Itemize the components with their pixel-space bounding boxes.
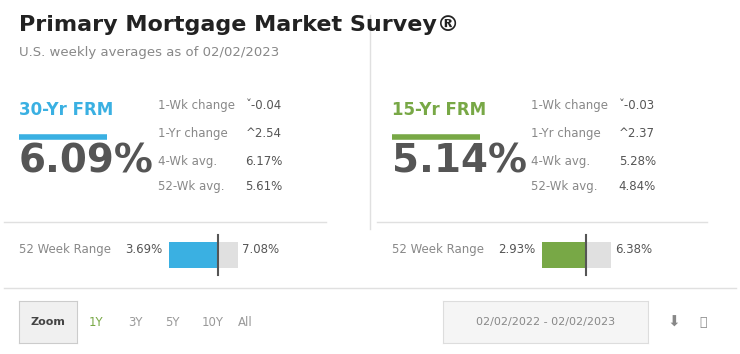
Text: 6.17%: 6.17% [246,155,283,167]
Text: 6.09%: 6.09% [18,142,154,181]
Text: Primary Mortgage Market Survey®: Primary Mortgage Market Survey® [18,15,459,35]
Text: All: All [238,316,253,329]
Text: 4-Wk avg.: 4-Wk avg. [158,155,217,167]
FancyBboxPatch shape [542,242,611,268]
Text: 5Y: 5Y [165,316,180,329]
Text: 3.69%: 3.69% [125,243,162,256]
Text: 1-Wk change: 1-Wk change [158,99,235,112]
Text: 1-Wk change: 1-Wk change [531,99,608,112]
Text: 2.93%: 2.93% [498,243,535,256]
Text: ˇ-0.04: ˇ-0.04 [246,99,282,112]
FancyBboxPatch shape [169,242,218,268]
Text: ^2.37: ^2.37 [619,127,655,140]
Text: 30-Yr FRM: 30-Yr FRM [18,101,113,119]
Text: 7.08%: 7.08% [242,243,279,256]
Text: 52 Week Range: 52 Week Range [18,243,111,256]
FancyBboxPatch shape [542,242,587,268]
Text: 1-Yr change: 1-Yr change [158,127,228,140]
Text: ⬇: ⬇ [667,315,680,330]
Text: 1-Yr change: 1-Yr change [531,127,601,140]
Text: 1Y: 1Y [88,316,103,329]
Text: 🖨: 🖨 [699,316,707,329]
Text: ^2.54: ^2.54 [246,127,282,140]
Text: 10Y: 10Y [202,316,223,329]
Text: 15-Yr FRM: 15-Yr FRM [392,101,486,119]
Text: 6.38%: 6.38% [615,243,652,256]
Text: 3Y: 3Y [129,316,143,329]
Text: 52-Wk avg.: 52-Wk avg. [531,180,597,193]
FancyBboxPatch shape [169,242,238,268]
Text: 5.14%: 5.14% [392,142,527,181]
Text: 4-Wk avg.: 4-Wk avg. [531,155,590,167]
Text: ˇ-0.03: ˇ-0.03 [619,99,655,112]
Text: 52 Week Range: 52 Week Range [392,243,484,256]
Text: U.S. weekly averages as of 02/02/2023: U.S. weekly averages as of 02/02/2023 [18,46,279,59]
Text: 5.28%: 5.28% [619,155,656,167]
Text: 5.61%: 5.61% [246,180,283,193]
Text: 4.84%: 4.84% [619,180,656,193]
Text: 52-Wk avg.: 52-Wk avg. [158,180,224,193]
